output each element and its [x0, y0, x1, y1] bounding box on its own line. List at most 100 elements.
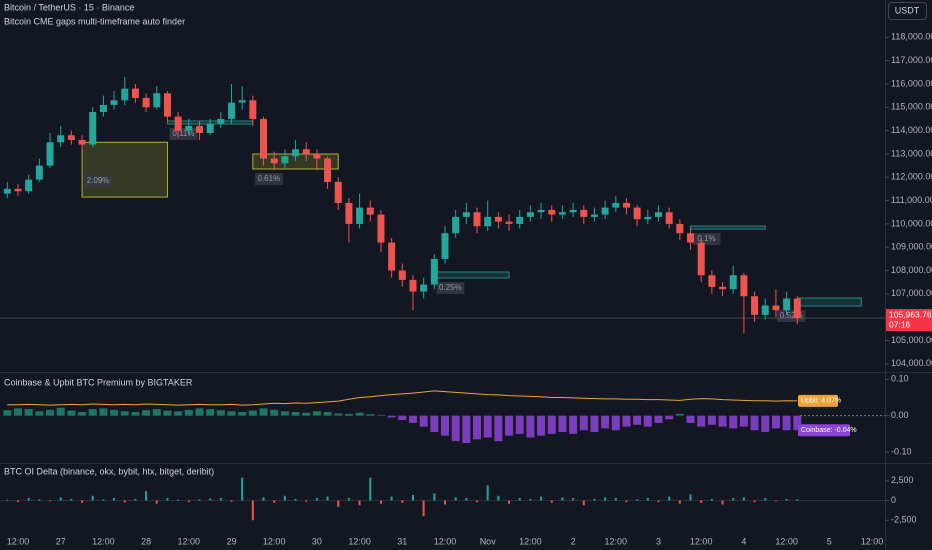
- delta-bar: [422, 500, 425, 517]
- candle-body: [612, 202, 620, 208]
- histogram-bar: [494, 415, 503, 442]
- histogram-bar: [248, 410, 257, 416]
- candle-body: [505, 221, 513, 224]
- candle-body: [665, 212, 673, 224]
- series-label-bg: [798, 394, 838, 407]
- delta-bar: [796, 499, 799, 501]
- x-tick-label: Nov: [480, 536, 497, 546]
- candle-body: [569, 209, 577, 213]
- delta-bar: [91, 495, 94, 501]
- candle-body: [676, 223, 684, 234]
- histogram-bar: [227, 411, 236, 416]
- x-tick-label: 27: [56, 536, 66, 546]
- candle-body: [110, 100, 118, 105]
- delta-bar: [604, 497, 607, 501]
- delta-bar: [572, 498, 575, 501]
- delta-bar: [155, 500, 158, 504]
- candle-body: [633, 207, 641, 220]
- gap-label-bg: [254, 172, 283, 185]
- x-tick-label: 12:00: [605, 536, 628, 546]
- histogram-bar: [707, 415, 716, 425]
- candle-body: [89, 111, 97, 145]
- candle-body: [153, 93, 161, 108]
- candle-body: [57, 135, 65, 143]
- last-price-box: [886, 309, 932, 332]
- delta-bar: [454, 497, 457, 501]
- y-tick-label: 104,000.00: [891, 358, 932, 368]
- delta-bar: [305, 500, 308, 502]
- histogram-bar: [78, 412, 87, 416]
- candle-body: [131, 88, 139, 98]
- histogram-bar: [537, 415, 546, 436]
- histogram-bar: [408, 415, 417, 423]
- delta-bar: [198, 499, 201, 501]
- y-tick-label: 115,000.00: [891, 102, 932, 112]
- histogram-bar: [761, 415, 770, 433]
- x-tick-label: 12:00: [7, 536, 30, 546]
- delta-bar: [17, 500, 19, 503]
- candle-body: [420, 284, 428, 292]
- candle-body: [441, 233, 449, 259]
- candle-body: [334, 181, 342, 203]
- x-tick-label: 4: [741, 536, 746, 546]
- candle-body: [708, 275, 716, 287]
- candle-body: [99, 104, 107, 112]
- candle-body: [78, 139, 86, 145]
- candle-body: [25, 179, 33, 192]
- delta-bar: [668, 496, 671, 501]
- x-tick-label: 12:00: [178, 536, 201, 546]
- currency-button[interactable]: [888, 2, 927, 20]
- delta-bar: [273, 500, 276, 503]
- histogram-bar: [547, 415, 556, 434]
- candle-body: [270, 158, 278, 164]
- delta-bar: [390, 496, 393, 501]
- delta-bar: [657, 500, 660, 503]
- delta-bar: [262, 497, 265, 501]
- candle-body: [46, 142, 54, 166]
- delta-bar: [38, 499, 41, 501]
- histogram-bar: [505, 415, 514, 436]
- delta-bar: [508, 500, 511, 504]
- delta-bar: [529, 498, 532, 501]
- histogram-bar: [334, 413, 343, 416]
- histogram-bar: [579, 415, 588, 431]
- cme-gap: [796, 297, 862, 307]
- gap-label-bg: [692, 233, 721, 246]
- chart-title: Bitcoin / TetherUS · 15 · Binance: [4, 2, 134, 12]
- candle-body: [217, 118, 225, 124]
- delta-bar: [315, 498, 318, 501]
- candle-body: [260, 118, 268, 159]
- histogram-bar: [686, 415, 695, 423]
- delta-bar: [774, 500, 777, 502]
- delta-bar: [540, 496, 543, 501]
- delta-bar: [241, 477, 244, 501]
- histogram-bar: [355, 412, 364, 416]
- y-tick-label: 0.00: [891, 410, 909, 420]
- histogram-bar: [601, 415, 610, 429]
- delta-bar: [411, 494, 414, 501]
- x-tick-label: 29: [226, 536, 236, 546]
- delta-bar: [518, 498, 521, 501]
- delta-bar: [251, 500, 254, 521]
- delta-bar: [444, 500, 446, 505]
- currency-label[interactable]: USDT: [895, 5, 920, 15]
- y-tick-label: 2,500: [891, 475, 914, 485]
- histogram-bar: [184, 409, 193, 416]
- candle-body: [655, 212, 662, 217]
- histogram-bar: [152, 409, 161, 416]
- delta-bar: [753, 500, 756, 503]
- candle-body: [163, 93, 171, 117]
- candle-body: [772, 305, 780, 311]
- histogram-bar: [398, 415, 407, 421]
- delta-bar: [764, 498, 767, 501]
- candle-body: [601, 207, 609, 215]
- histogram-bar: [654, 415, 663, 423]
- delta-bar: [700, 500, 703, 503]
- histogram-bar: [665, 415, 674, 420]
- y-tick-label: 112,000.00: [891, 172, 932, 182]
- candle-body: [292, 149, 300, 157]
- candle-body: [388, 242, 396, 271]
- delta-bar: [486, 485, 489, 501]
- x-tick-label: 12:00: [775, 536, 798, 546]
